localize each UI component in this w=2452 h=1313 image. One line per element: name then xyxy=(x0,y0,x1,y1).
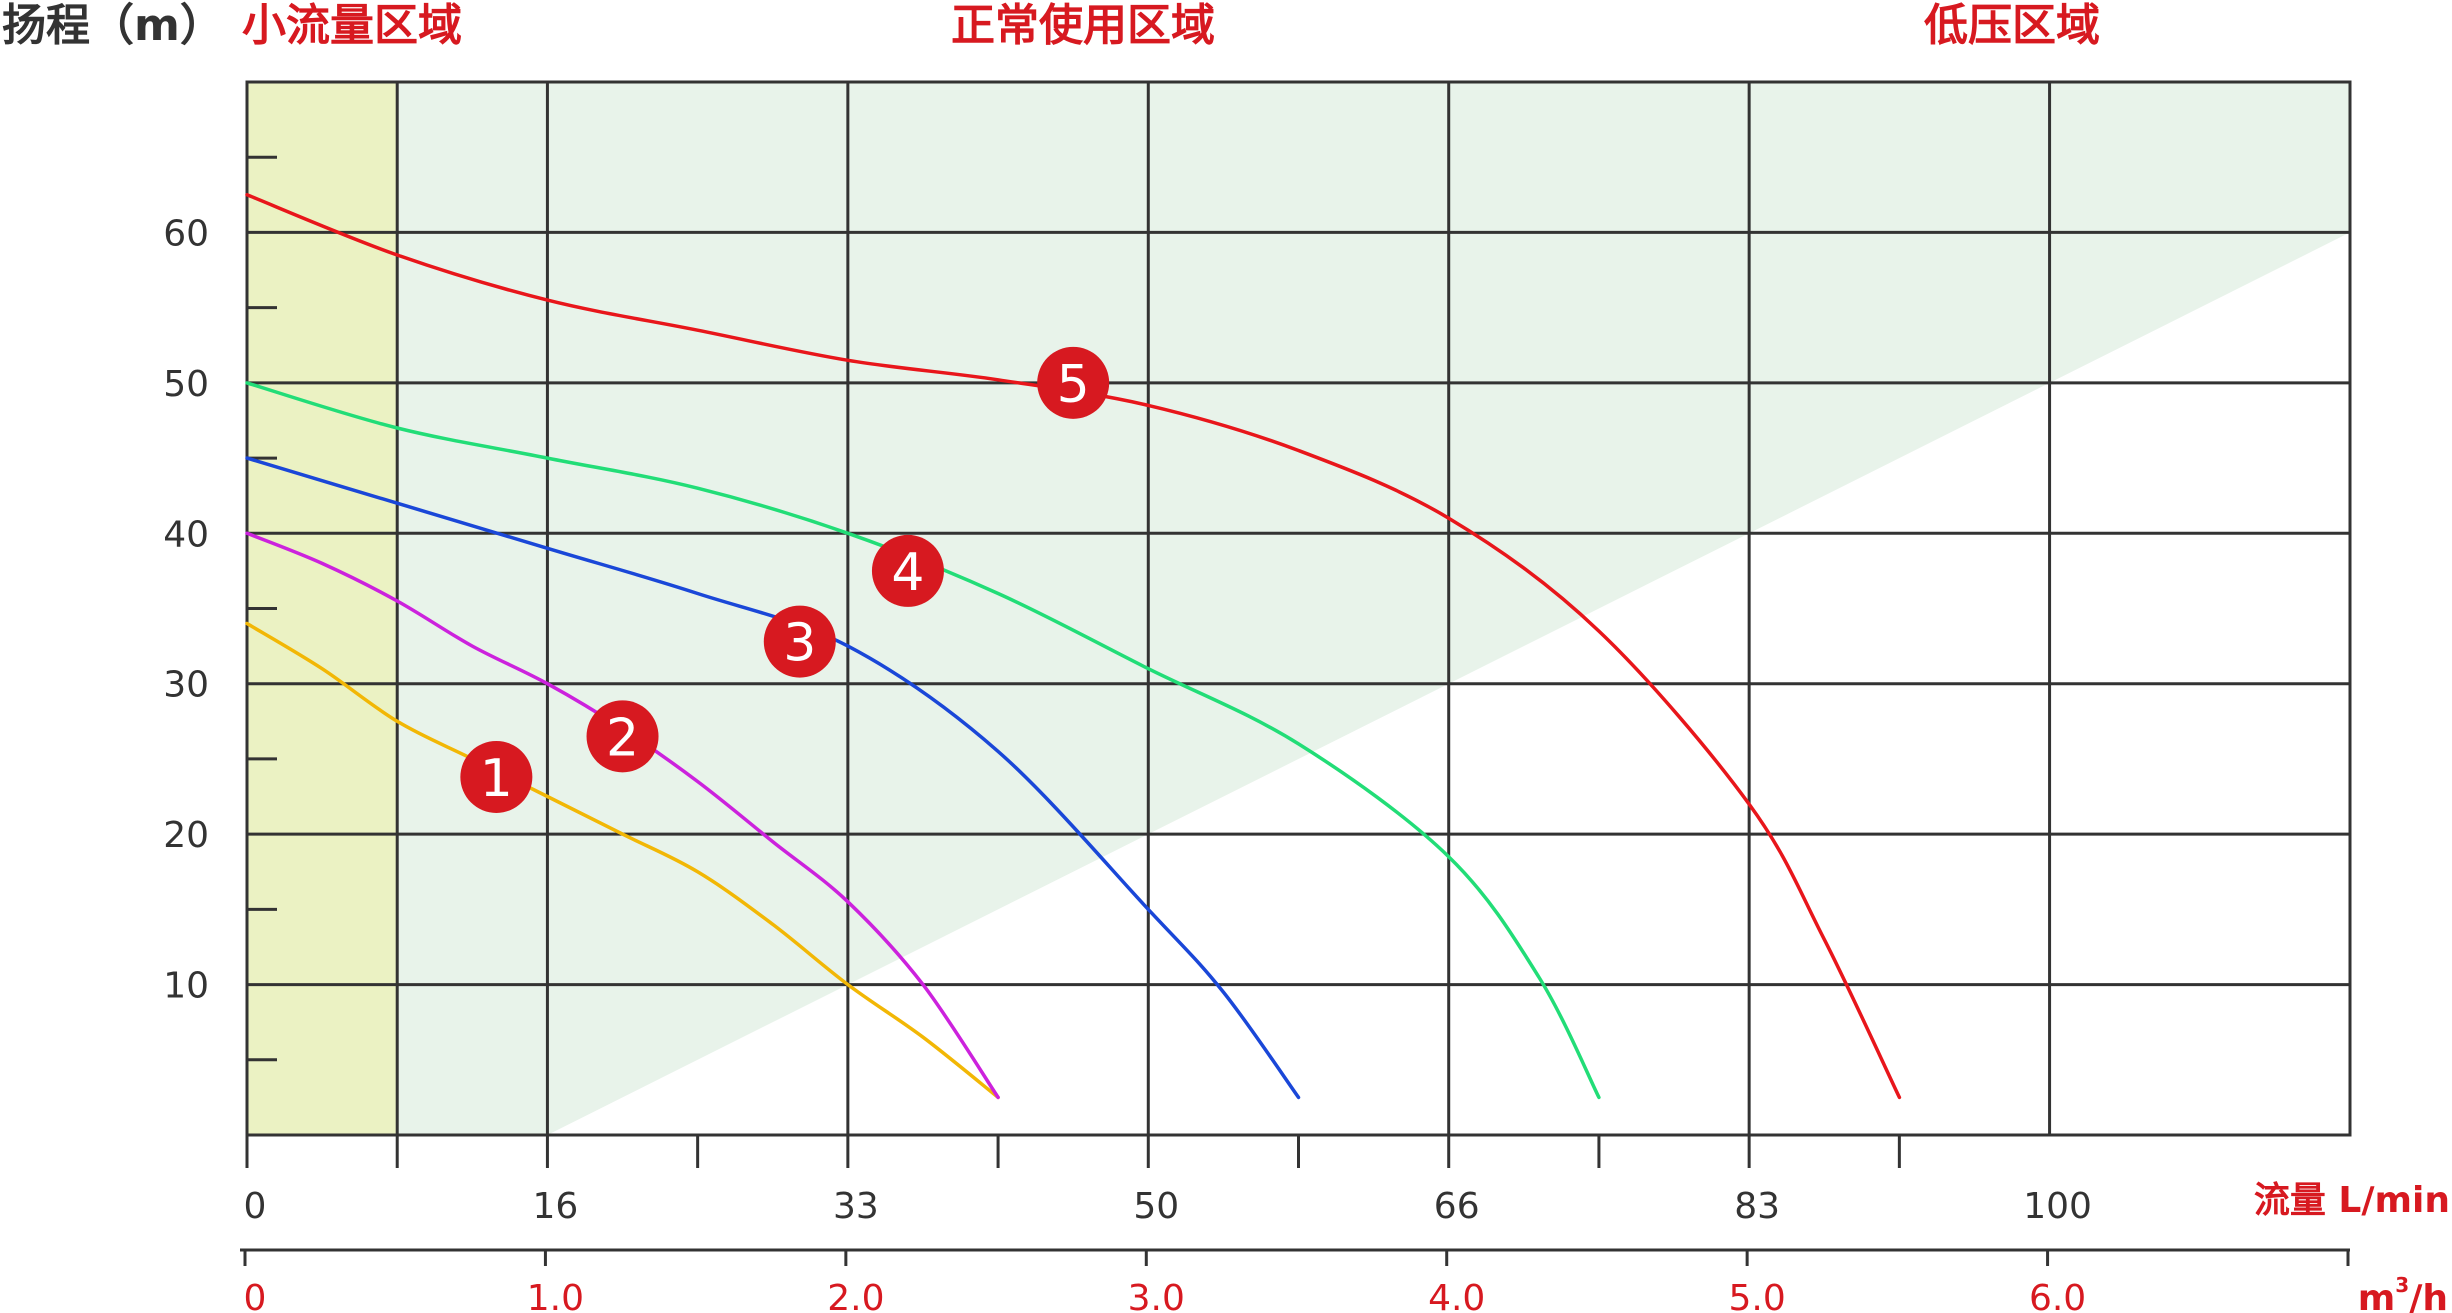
x-tick-label-lmin-0: 0 xyxy=(244,1186,267,1227)
series-badge-3 xyxy=(763,605,836,678)
grid-layer xyxy=(247,82,2350,1135)
y-axis-title: 扬程（m） xyxy=(2,0,224,51)
x-tick-label-lmin-2: 33 xyxy=(833,1186,879,1227)
series-badge-1 xyxy=(460,740,533,813)
x-tick-label-lmin-6: 100 xyxy=(2023,1186,2092,1227)
y-tick-label-60: 60 xyxy=(163,213,209,254)
x-tick-label-m3h-4: 4.0 xyxy=(1428,1278,1485,1313)
series-line-5 xyxy=(245,193,1902,1100)
x-axis-title-m3h: m3/h xyxy=(2358,1273,2448,1313)
series-line-4 xyxy=(245,381,1601,1100)
x-tick-label-lmin-3: 50 xyxy=(1133,1186,1179,1227)
y-tick-label-10: 10 xyxy=(163,966,209,1007)
labels-layer: 1 2 3 4 5 xyxy=(460,346,1110,813)
series-badge-2 xyxy=(586,700,659,773)
x-tick-label-lmin-1: 16 xyxy=(533,1186,579,1227)
y-tick-label-20: 20 xyxy=(163,815,209,856)
x-tick-label-m3h-1: 1.0 xyxy=(527,1278,584,1313)
series-line-3 xyxy=(245,456,1301,1100)
series-badge-label-2: 2 xyxy=(606,708,639,768)
region-label-low-pressure: 低压区域 xyxy=(1924,0,2100,51)
y-tick-label-40: 40 xyxy=(163,514,209,555)
region-normal-use xyxy=(397,82,2350,1135)
x-tick-label-m3h-0: 0 xyxy=(244,1278,267,1313)
x-tick-label-m3h-6: 6.0 xyxy=(2029,1278,2086,1313)
series-badge-label-4: 4 xyxy=(891,543,924,603)
x-tick-label-lmin-5: 83 xyxy=(1734,1186,1780,1227)
regions-layer xyxy=(247,82,2350,1135)
x-tick-label-lmin-4: 66 xyxy=(1434,1186,1480,1227)
x-tick-label-m3h-3: 3.0 xyxy=(1128,1278,1185,1313)
series-line-1 xyxy=(245,621,1000,1100)
series-badge-label-1: 1 xyxy=(480,749,513,809)
x-tick-label-m3h-2: 2.0 xyxy=(827,1278,884,1313)
series-badge-label-5: 5 xyxy=(1057,355,1090,415)
series-badge-label-3: 3 xyxy=(783,614,816,674)
y-tick-label-50: 50 xyxy=(163,364,209,405)
series-badge-4 xyxy=(871,534,944,607)
x-tick-label-m3h-5: 5.0 xyxy=(1729,1278,1786,1313)
region-label-low-flow: 小流量区域 xyxy=(242,0,462,51)
series-badge-5 xyxy=(1037,346,1110,419)
x-axis-title-lmin: 流量 L/min xyxy=(2254,1180,2450,1221)
ticks-layer: 10 20 30 40 50 60 0 16 33 50 66 83 100 0 1.0 2.0 3.0 4.0 5… xyxy=(163,155,2350,1313)
y-tick-label-30: 30 xyxy=(163,665,209,706)
region-label-normal-use: 正常使用区域 xyxy=(951,0,1215,51)
